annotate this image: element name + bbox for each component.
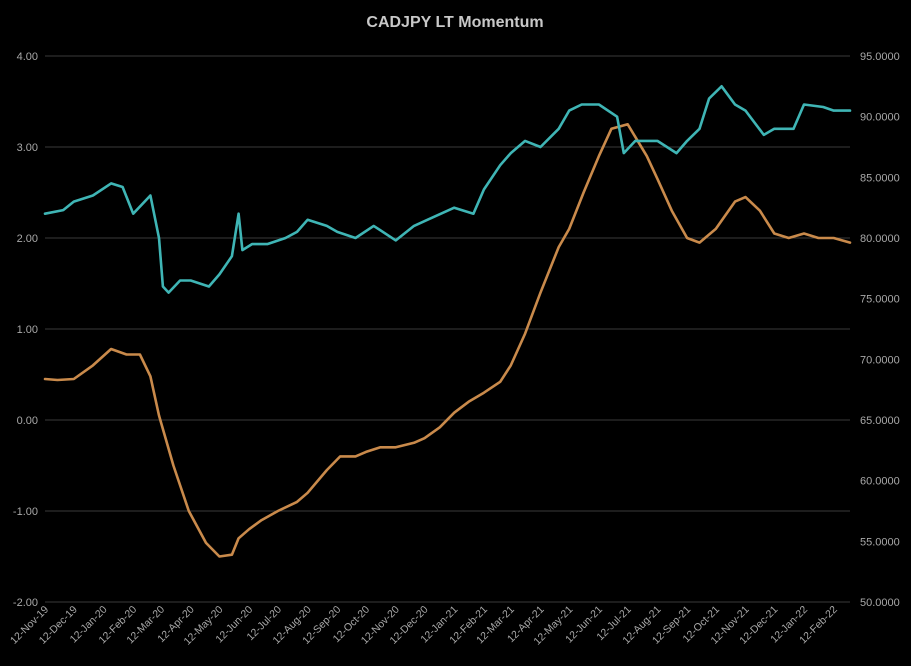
right-tick-label: 85.0000 bbox=[860, 172, 900, 184]
right-tick-label: 75.0000 bbox=[860, 294, 900, 306]
left-tick-label: 1.00 bbox=[17, 324, 38, 336]
right-tick-label: 90.0000 bbox=[860, 112, 900, 124]
left-tick-label: 0.00 bbox=[17, 415, 38, 427]
price-series-line bbox=[43, 85, 852, 294]
right-tick-label: 70.0000 bbox=[860, 354, 900, 366]
left-axis-ticks: 4.00 3.00 2.00 1.00 0.00 -1.00 -2.00 bbox=[13, 51, 38, 609]
right-tick-label: 50.0000 bbox=[860, 597, 900, 609]
right-tick-label: 60.0000 bbox=[860, 476, 900, 488]
right-tick-label: 65.0000 bbox=[860, 415, 900, 427]
left-tick-label: 3.00 bbox=[17, 142, 38, 154]
right-tick-label: 55.0000 bbox=[860, 536, 900, 548]
left-tick-label: -2.00 bbox=[13, 597, 38, 609]
momentum-series-line bbox=[43, 123, 852, 558]
series-lines bbox=[43, 85, 852, 558]
left-tick-label: 4.00 bbox=[17, 51, 38, 63]
right-axis-ticks: 95.0000 90.0000 85.0000 80.0000 75.0000 70.00… bbox=[860, 51, 900, 609]
chart-title: CADJPY LT Momentum bbox=[366, 14, 543, 31]
left-tick-label: 2.00 bbox=[17, 233, 38, 245]
left-tick-label: -1.00 bbox=[13, 506, 38, 518]
right-tick-label: 80.0000 bbox=[860, 233, 900, 245]
right-tick-label: 95.0000 bbox=[860, 51, 900, 63]
